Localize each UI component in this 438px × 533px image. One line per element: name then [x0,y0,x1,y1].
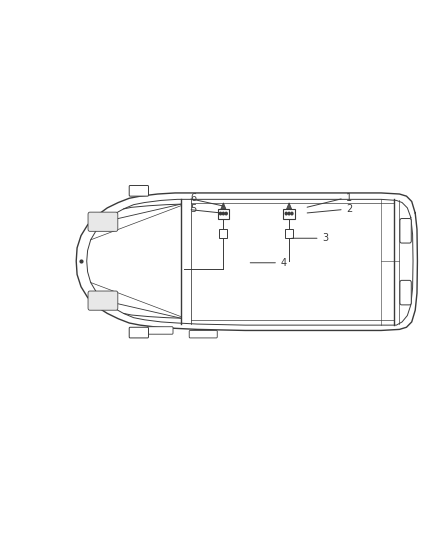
Text: 5: 5 [191,205,197,214]
FancyBboxPatch shape [129,327,148,338]
Circle shape [219,212,222,215]
FancyBboxPatch shape [189,330,217,338]
FancyBboxPatch shape [88,291,118,310]
Text: 6: 6 [191,193,197,203]
FancyBboxPatch shape [147,327,173,334]
FancyBboxPatch shape [88,212,118,231]
Circle shape [291,212,293,215]
Circle shape [288,212,290,215]
Text: 2: 2 [346,205,352,214]
Circle shape [223,212,224,215]
FancyBboxPatch shape [400,280,411,305]
Polygon shape [87,199,413,325]
Text: 3: 3 [322,233,328,243]
FancyBboxPatch shape [129,185,148,196]
Polygon shape [286,203,292,209]
Bar [285,229,293,238]
Bar [283,209,295,220]
Bar [218,209,229,220]
Polygon shape [221,203,226,209]
Text: 1: 1 [346,193,352,203]
Circle shape [225,212,227,215]
FancyBboxPatch shape [400,219,411,243]
Polygon shape [76,193,417,330]
Bar [219,229,227,238]
Text: 4: 4 [280,258,286,268]
Circle shape [285,212,287,215]
